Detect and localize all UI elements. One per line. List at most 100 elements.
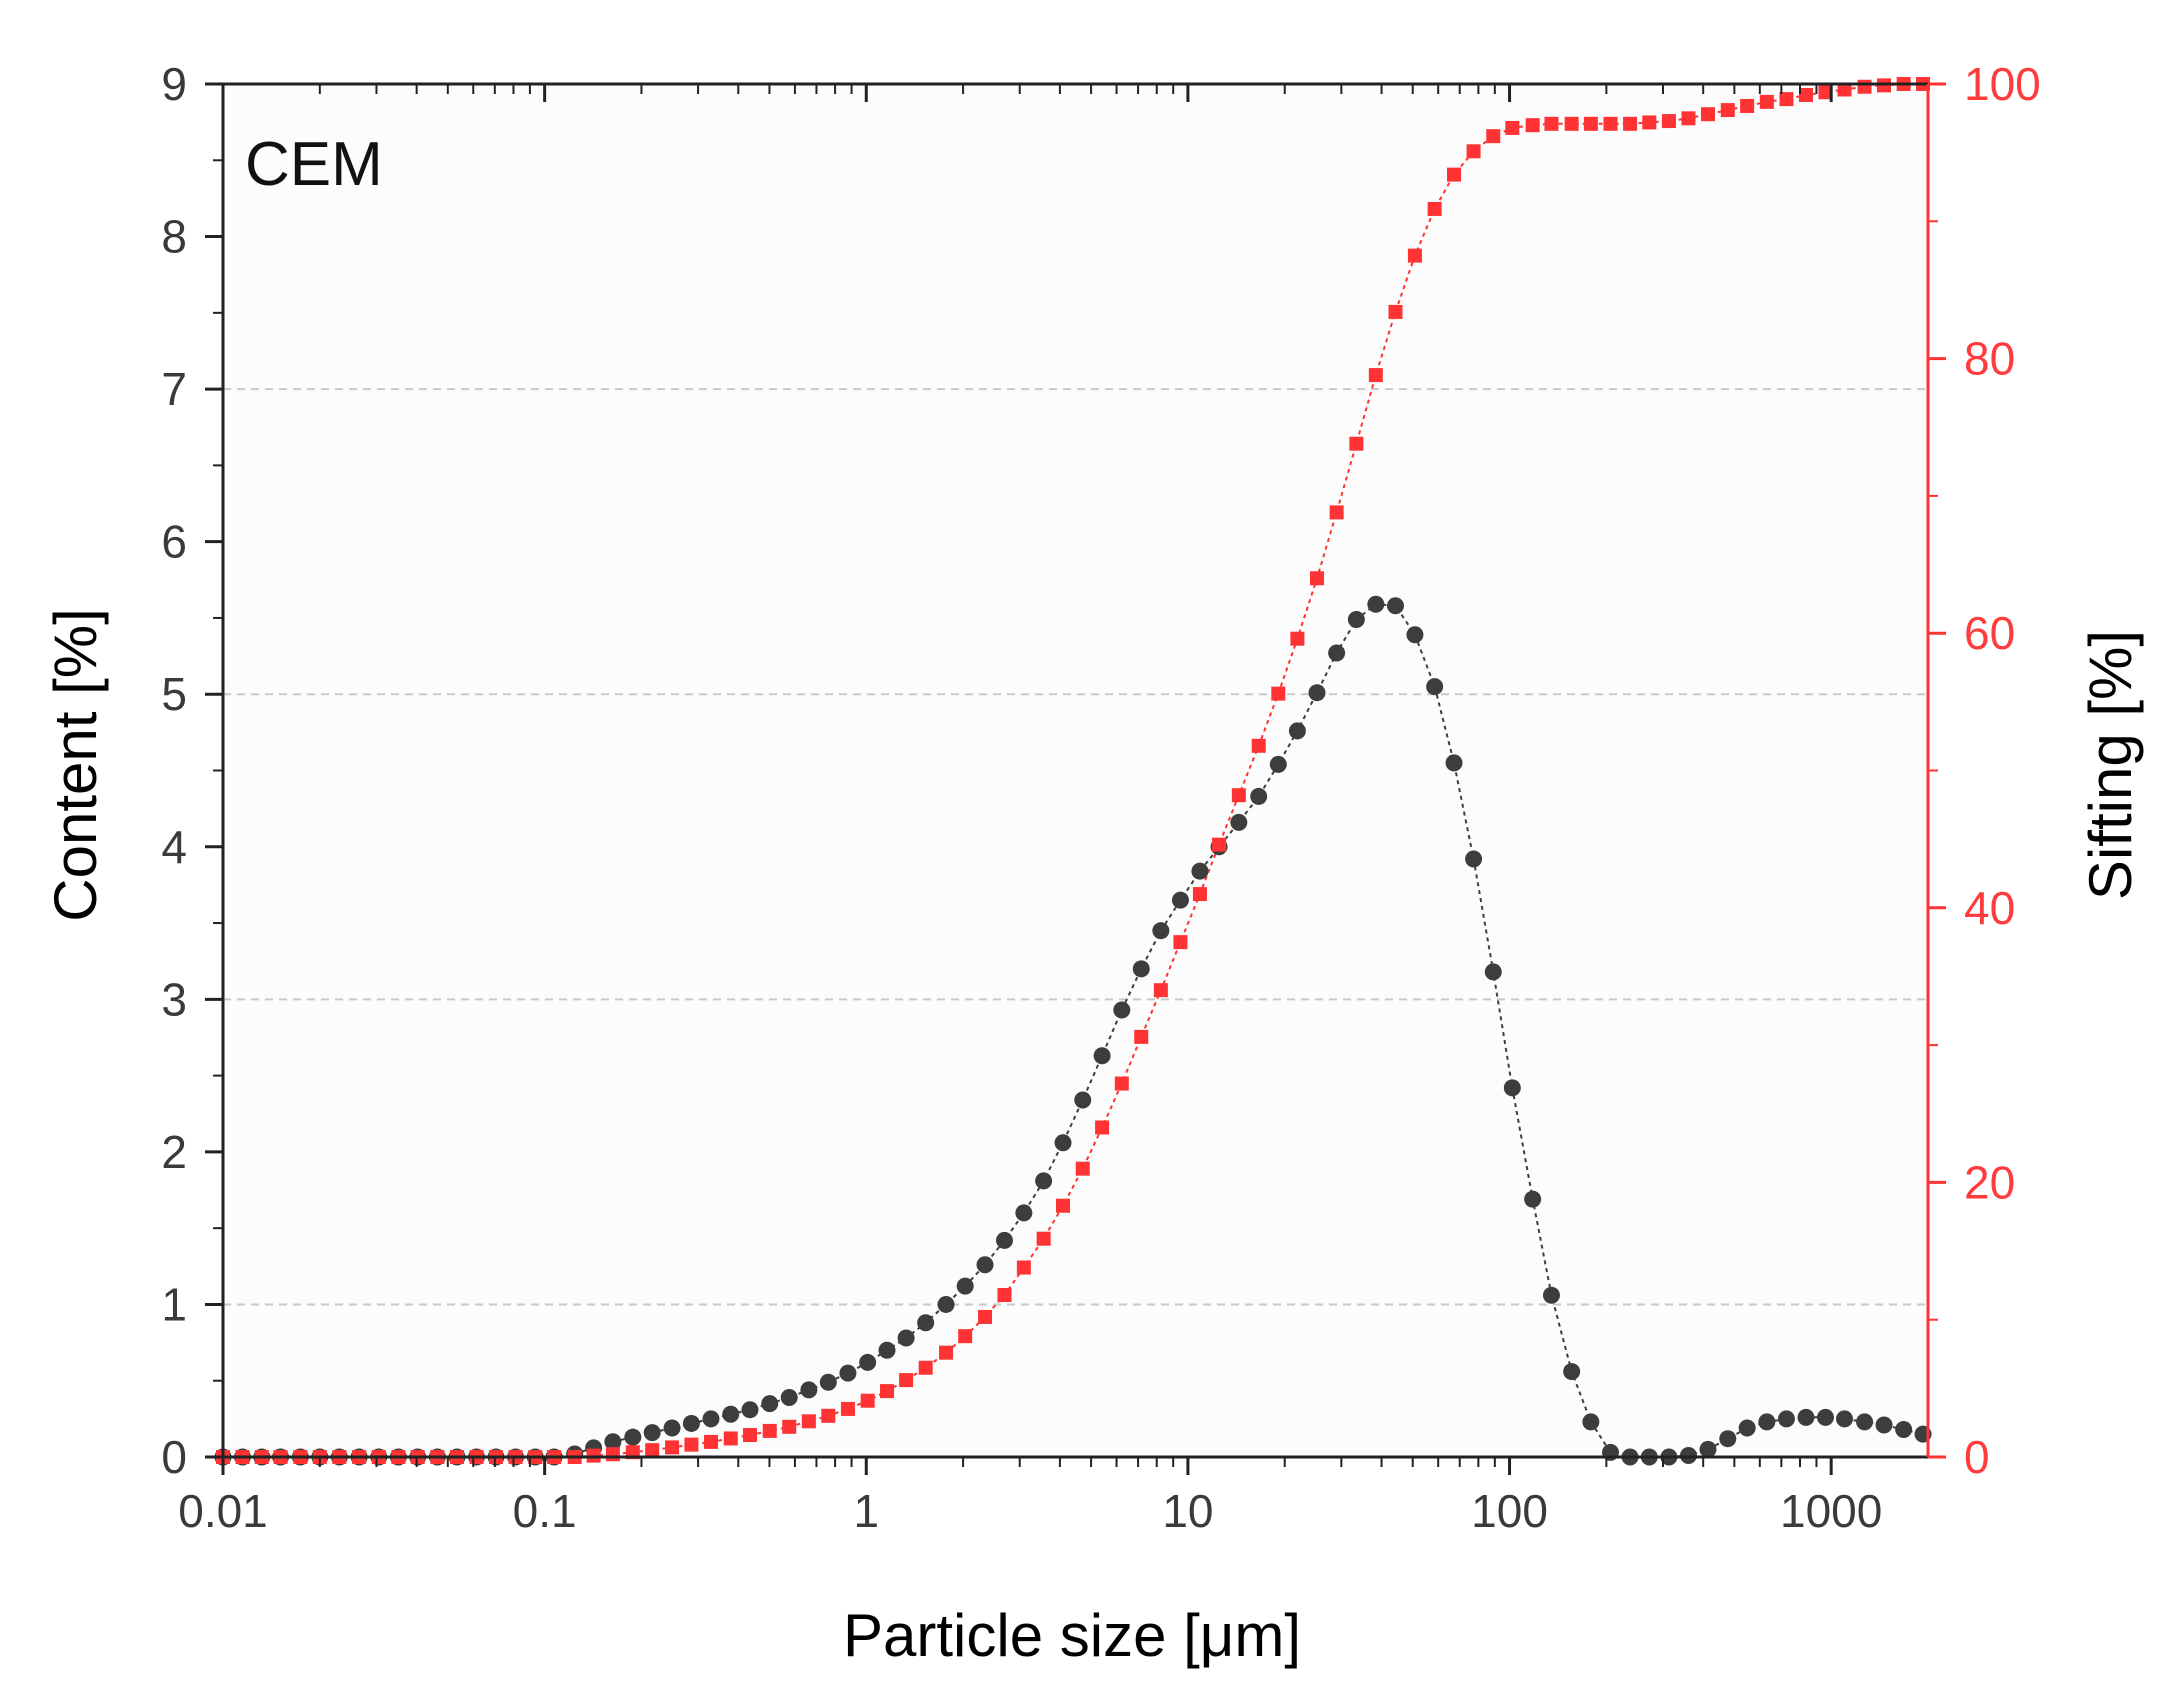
- content-point: [644, 1424, 661, 1441]
- sifting-point: [861, 1394, 875, 1408]
- sifting-point: [1017, 1261, 1031, 1275]
- sifting-point: [1603, 117, 1617, 131]
- content-point: [1876, 1416, 1893, 1433]
- content-point: [1504, 1079, 1521, 1096]
- x-axis-title: Particle size [μm]: [843, 1602, 1301, 1669]
- content-point: [1836, 1410, 1853, 1427]
- content-point: [1856, 1413, 1873, 1430]
- content-point: [1133, 960, 1150, 977]
- sifting-point: [1095, 1120, 1109, 1134]
- y-right-tick-label: 60: [1964, 607, 2015, 659]
- sifting-point: [1330, 505, 1344, 519]
- content-point: [722, 1406, 739, 1423]
- y-left-tick-label: 3: [161, 973, 187, 1025]
- sifting-point: [1076, 1162, 1090, 1176]
- content-point: [1250, 788, 1267, 805]
- sifting-point: [1388, 305, 1402, 319]
- x-tick-label: 0.1: [513, 1485, 577, 1537]
- y-axis-left-title: Content [%]: [42, 608, 109, 922]
- content-point: [917, 1314, 934, 1331]
- sifting-point: [978, 1310, 992, 1324]
- sifting-point: [1701, 107, 1715, 121]
- content-point: [1543, 1287, 1560, 1304]
- y-left-tick-label: 9: [161, 58, 187, 110]
- sifting-point: [880, 1384, 894, 1398]
- y-left-tick-label: 4: [161, 821, 187, 873]
- x-tick-label: 10: [1162, 1485, 1213, 1537]
- content-point: [1563, 1363, 1580, 1380]
- content-point: [683, 1415, 700, 1432]
- sifting-point: [1232, 788, 1246, 802]
- sifting-point: [1565, 117, 1579, 131]
- sifting-point: [1526, 118, 1540, 132]
- content-point: [1739, 1420, 1756, 1437]
- sifting-point: [1779, 92, 1793, 106]
- sifting-point: [606, 1447, 620, 1461]
- content-point: [1406, 626, 1423, 643]
- content-point: [1270, 756, 1287, 773]
- content-point: [1035, 1172, 1052, 1189]
- content-point: [624, 1429, 641, 1446]
- x-tick-label: 1000: [1780, 1485, 1882, 1537]
- content-point: [1778, 1410, 1795, 1427]
- content-point: [1328, 645, 1345, 662]
- y-right-tick-label: 0: [1964, 1431, 1990, 1483]
- sifting-point: [684, 1438, 698, 1452]
- sifting-point: [1408, 249, 1422, 263]
- sifting-point: [1349, 437, 1363, 451]
- sifting-point: [1252, 739, 1266, 753]
- y-axis-right-title: Sifting [%]: [2077, 630, 2144, 900]
- sifting-point: [1505, 121, 1519, 135]
- sifting-point: [763, 1424, 777, 1438]
- content-point: [1465, 850, 1482, 867]
- sifting-point: [1760, 95, 1774, 109]
- y-right-tick-label: 80: [1964, 333, 2015, 385]
- sifting-point: [1544, 117, 1558, 131]
- content-point: [1524, 1191, 1541, 1208]
- sifting-point: [997, 1288, 1011, 1302]
- y-left-tick-label: 1: [161, 1278, 187, 1330]
- sifting-point: [1310, 571, 1324, 585]
- content-point: [761, 1395, 778, 1412]
- content-point: [1387, 597, 1404, 614]
- content-point: [1817, 1409, 1834, 1426]
- sifting-point: [821, 1409, 835, 1423]
- content-point: [1680, 1447, 1697, 1464]
- sifting-point: [645, 1443, 659, 1457]
- sifting-point: [958, 1329, 972, 1343]
- content-point: [1446, 754, 1463, 771]
- sifting-point: [665, 1440, 679, 1454]
- sifting-point: [782, 1420, 796, 1434]
- content-point: [702, 1410, 719, 1427]
- sifting-point: [1173, 935, 1187, 949]
- content-point: [1719, 1430, 1736, 1447]
- sifting-point: [1486, 129, 1500, 143]
- y-left-tick-label: 2: [161, 1126, 187, 1178]
- sifting-point: [704, 1435, 718, 1449]
- sifting-point: [1584, 117, 1598, 131]
- content-point: [938, 1296, 955, 1313]
- annotation-label: CEM: [245, 130, 383, 199]
- content-point: [1113, 1002, 1130, 1019]
- content-point: [879, 1342, 896, 1359]
- content-point: [1055, 1134, 1072, 1151]
- sifting-point: [1858, 80, 1872, 94]
- sifting-point: [1799, 88, 1813, 102]
- content-point: [1367, 596, 1384, 613]
- y-right-tick-label: 20: [1964, 1156, 2015, 1208]
- sifting-point: [724, 1431, 738, 1445]
- content-point: [898, 1330, 915, 1347]
- sifting-point: [1154, 983, 1168, 997]
- plot-background: [223, 84, 1928, 1457]
- y-left-tick-label: 6: [161, 516, 187, 568]
- content-point: [1015, 1204, 1032, 1221]
- content-point: [1172, 892, 1189, 909]
- content-point: [957, 1278, 974, 1295]
- sifting-point: [1290, 632, 1304, 646]
- sifting-point: [743, 1428, 757, 1442]
- content-point: [781, 1389, 798, 1406]
- content-point: [1230, 814, 1247, 831]
- content-point: [820, 1374, 837, 1391]
- content-point: [1309, 684, 1326, 701]
- content-point: [1797, 1409, 1814, 1426]
